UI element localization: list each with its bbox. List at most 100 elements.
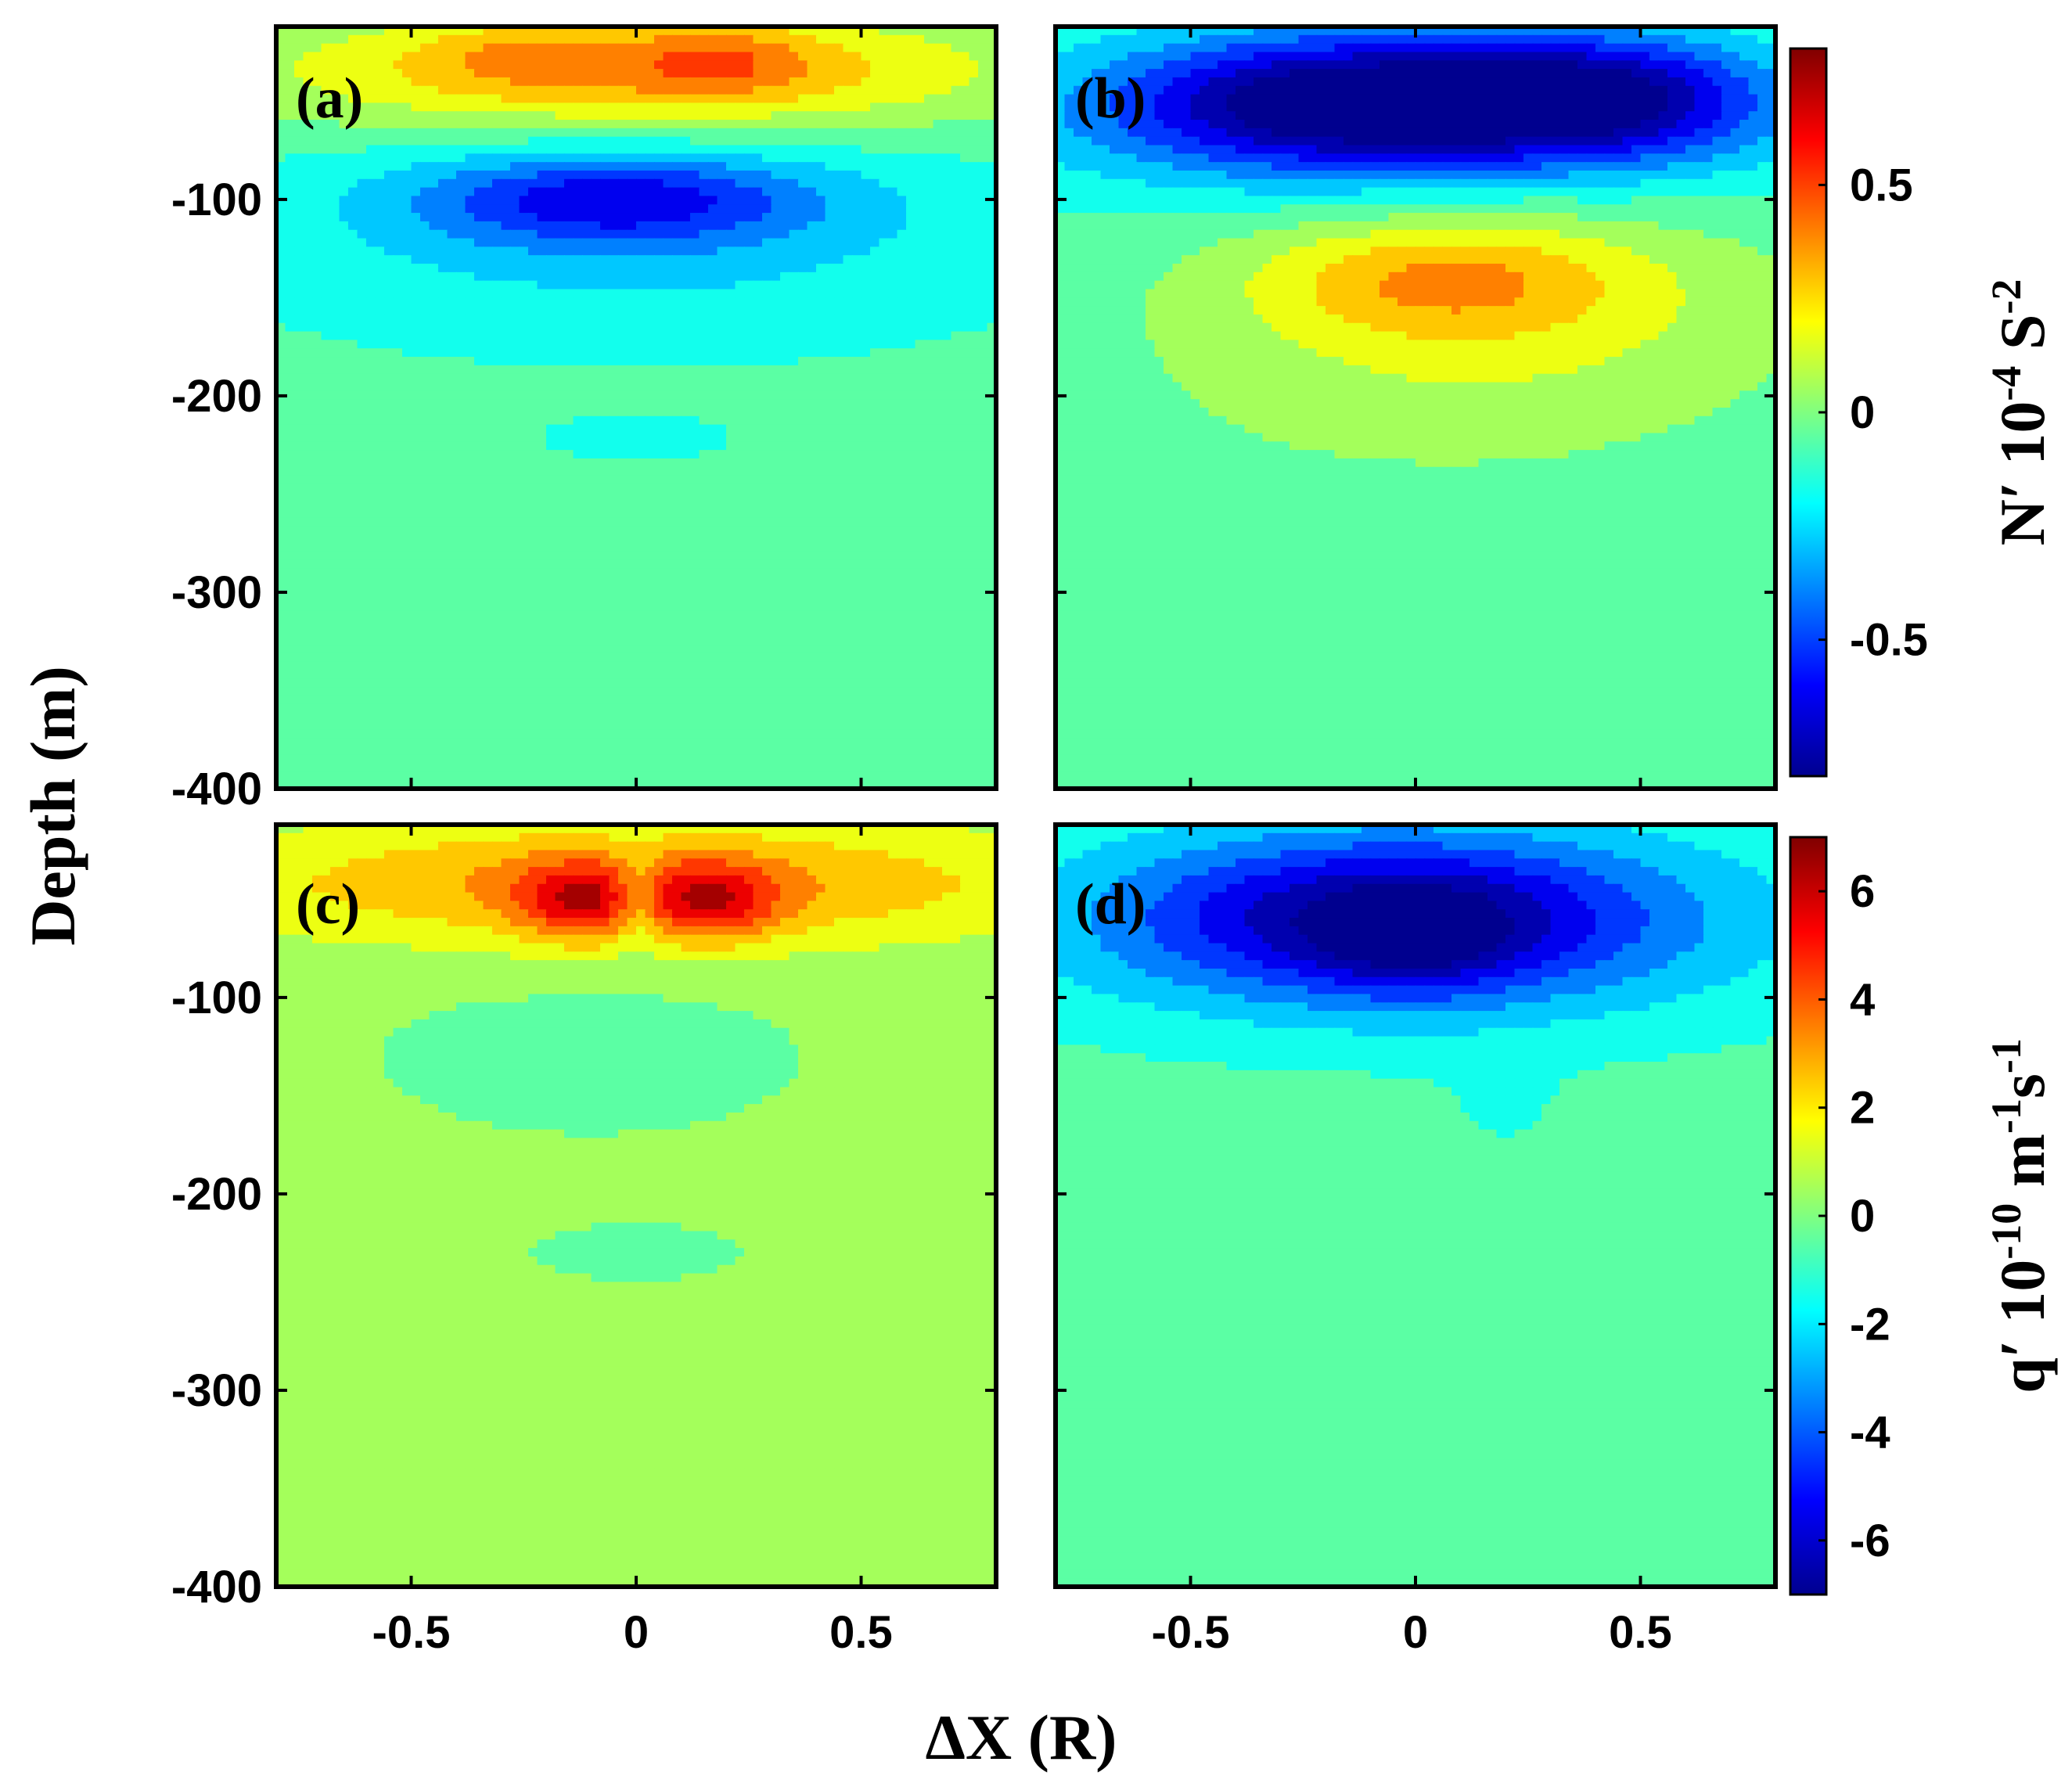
- field-cell: [582, 196, 592, 205]
- field-cell: [312, 35, 322, 45]
- field-cell: [664, 52, 673, 61]
- field-cell: [960, 69, 969, 78]
- field-cell: [510, 77, 520, 87]
- field-cell: [520, 102, 529, 112]
- field-cell: [628, 77, 637, 87]
- field-cell: [502, 162, 511, 171]
- field-cell: [546, 179, 556, 189]
- field-cell: [420, 102, 430, 112]
- field-cell: [574, 102, 583, 112]
- field-cell: [394, 44, 403, 53]
- field-cell: [708, 60, 718, 70]
- field-cell: [754, 120, 763, 129]
- field-cell: [546, 44, 556, 53]
- field-cell: [528, 44, 538, 53]
- field-cell: [564, 52, 574, 61]
- field-cell: [340, 52, 349, 61]
- field-cell: [664, 102, 673, 112]
- field-cell: [564, 95, 574, 104]
- field-cell: [528, 179, 538, 189]
- field-cell: [312, 162, 322, 171]
- field-cell: [412, 52, 421, 61]
- field-cell: [772, 52, 781, 61]
- field-cell: [600, 120, 610, 129]
- field-cell: [286, 204, 295, 214]
- field-cell: [852, 60, 862, 70]
- field-cell: [888, 171, 898, 180]
- field-cell: [510, 146, 520, 155]
- field-cell: [546, 171, 556, 180]
- field-cell: [772, 60, 781, 70]
- field-cell: [708, 146, 718, 155]
- field-cell: [556, 102, 565, 112]
- field-cell: [672, 128, 682, 138]
- field-cell: [736, 35, 745, 45]
- field-cell: [852, 128, 862, 138]
- field-cell: [969, 171, 979, 180]
- field-cell: [880, 52, 889, 61]
- field-cell: [951, 120, 961, 129]
- field-cell: [528, 204, 538, 214]
- field-cell: [538, 35, 547, 45]
- field-cell: [726, 52, 736, 61]
- field-cell: [654, 162, 664, 171]
- field-cell: [600, 60, 610, 70]
- field-cell: [808, 86, 817, 95]
- field-cell: [610, 120, 619, 129]
- field-cell: [790, 146, 799, 155]
- field-cell: [915, 137, 925, 146]
- field-cell: [969, 52, 979, 61]
- field-cell: [772, 95, 781, 104]
- field-cell: [366, 69, 376, 78]
- field-cell: [348, 44, 358, 53]
- field-cell: [430, 137, 439, 146]
- field-cell: [933, 179, 943, 189]
- field-cell: [610, 52, 619, 61]
- panel-a: (a): [276, 27, 997, 789]
- field-cell: [538, 171, 547, 180]
- field-cell: [754, 102, 763, 112]
- field-cell: [618, 60, 628, 70]
- field-cell: [600, 204, 610, 214]
- field-cell: [690, 196, 700, 205]
- field-cell: [942, 146, 951, 155]
- field-cell: [556, 128, 565, 138]
- field-cell: [708, 35, 718, 45]
- field-cell: [294, 137, 304, 146]
- field-cell: [312, 52, 322, 61]
- field-cell: [826, 102, 835, 112]
- field-cell: [412, 102, 421, 112]
- field-cell: [330, 188, 340, 197]
- field-cell: [340, 35, 349, 45]
- field-cell: [502, 60, 511, 70]
- field-cell: [636, 137, 646, 146]
- field-cell: [736, 77, 745, 87]
- field-cell: [466, 128, 475, 138]
- field-cell: [394, 146, 403, 155]
- field-cell: [492, 196, 502, 205]
- field-cell: [862, 60, 871, 70]
- field-cell: [718, 162, 727, 171]
- field-cell: [474, 128, 484, 138]
- field-cell: [898, 196, 907, 205]
- field-cell: [942, 196, 951, 205]
- field-cell: [294, 146, 304, 155]
- field-cell: [718, 102, 727, 112]
- field-cell: [798, 146, 808, 155]
- field-cell: [708, 137, 718, 146]
- field-cell: [376, 153, 385, 163]
- field-cell: [582, 77, 592, 87]
- field-cell: [628, 44, 637, 53]
- field-cell: [600, 128, 610, 138]
- field-cell: [978, 188, 987, 197]
- field-cell: [834, 44, 844, 53]
- field-cell: [744, 153, 754, 163]
- field-cell: [340, 162, 349, 171]
- field-cell: [628, 52, 637, 61]
- field-cell: [402, 102, 412, 112]
- field-cell: [618, 179, 628, 189]
- field-cell: [808, 171, 817, 180]
- field-cell: [790, 60, 799, 70]
- field-cell: [933, 102, 943, 112]
- field-cell: [646, 137, 655, 146]
